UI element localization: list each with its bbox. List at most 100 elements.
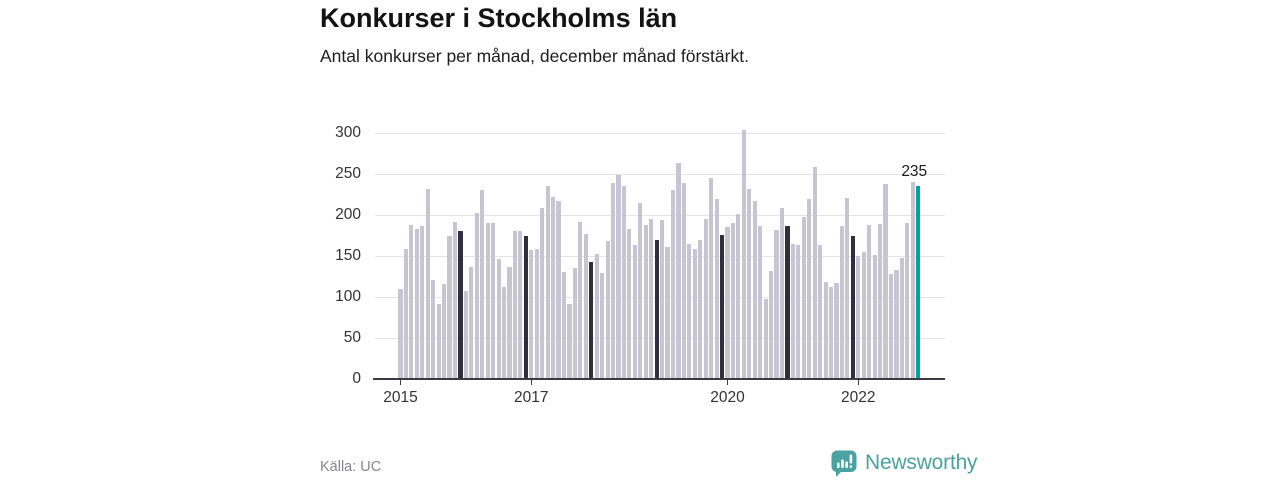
bar [872, 255, 877, 379]
x-axis-tick [857, 380, 860, 385]
bar [779, 208, 785, 379]
x-axis-label: 2022 [841, 389, 876, 406]
bar-december [785, 226, 790, 379]
bar [692, 249, 697, 379]
bar [551, 196, 556, 379]
bar [452, 221, 458, 379]
bar [442, 283, 447, 379]
bar [812, 166, 817, 379]
bar [463, 291, 468, 379]
bar [425, 188, 430, 379]
chart-subtitle: Antal konkurser per månad, december måna… [320, 46, 749, 66]
y-axis-label: 200 [335, 206, 361, 223]
y-axis-label: 100 [335, 288, 361, 305]
bar [447, 235, 452, 379]
bar [845, 197, 850, 379]
x-axis-tick [726, 380, 729, 385]
bar [567, 303, 572, 379]
bar [709, 178, 714, 379]
bar [507, 266, 512, 379]
bar [861, 251, 866, 379]
bar [660, 219, 665, 379]
bar [485, 223, 490, 379]
bar [883, 183, 888, 379]
bar [758, 225, 763, 379]
y-axis-label: 150 [335, 247, 361, 264]
bar [600, 273, 605, 379]
bar [670, 189, 676, 379]
bar [736, 214, 741, 379]
y-axis-label: 50 [343, 329, 361, 346]
bar [878, 224, 883, 379]
bar [480, 190, 485, 379]
bar [823, 282, 828, 379]
bar [856, 256, 861, 379]
bar-december [654, 239, 659, 379]
bar [518, 231, 523, 379]
x-axis-label: 2017 [514, 389, 549, 406]
bar-december [589, 261, 594, 379]
bar [752, 201, 757, 379]
bar [698, 240, 703, 379]
bar [769, 270, 774, 379]
bar [414, 228, 419, 379]
bar [714, 199, 719, 379]
chart-title: Konkurser i Stockholms län [320, 3, 678, 33]
bar [801, 217, 806, 379]
bar [469, 266, 474, 379]
bar [420, 226, 425, 379]
newsworthy-logo: Newsworthy [830, 448, 978, 478]
bar-december [458, 231, 463, 379]
bar [796, 245, 801, 379]
gridline [375, 214, 945, 216]
bar [534, 248, 539, 379]
bar [621, 186, 627, 379]
bar [496, 259, 501, 379]
bar [403, 249, 409, 379]
bar [529, 250, 534, 379]
bar [790, 243, 795, 379]
newsworthy-bubble-icon [831, 450, 857, 477]
bar [649, 219, 654, 379]
bar [899, 258, 904, 379]
x-axis-label: 2015 [383, 389, 418, 406]
bar [436, 303, 441, 379]
gridline [375, 173, 945, 175]
bar [818, 245, 823, 379]
bar [561, 272, 567, 379]
bar [501, 287, 507, 379]
x-axis-line [373, 378, 945, 380]
bar [594, 253, 599, 379]
bar [474, 213, 479, 379]
newsworthy-wordmark: Newsworthy [865, 451, 978, 474]
bar [572, 268, 577, 379]
y-axis-label: 300 [335, 124, 361, 141]
bar [409, 224, 414, 379]
bar [730, 223, 736, 379]
bar [834, 283, 839, 379]
bar [512, 231, 518, 379]
y-axis-label: 0 [352, 370, 361, 387]
bar [578, 222, 583, 379]
x-axis-tick [399, 380, 402, 385]
value-label: 235 [901, 163, 928, 180]
bar [741, 129, 746, 379]
bar [431, 279, 436, 379]
x-axis-tick [530, 380, 533, 385]
bar [665, 246, 670, 379]
bar [807, 198, 812, 379]
bar [774, 229, 779, 379]
bar [894, 269, 899, 379]
bar [905, 223, 910, 379]
bar [725, 227, 730, 379]
bar [556, 201, 561, 379]
bar-december [523, 236, 528, 379]
bar [638, 202, 643, 379]
bar [545, 186, 550, 379]
bar [616, 174, 621, 379]
bar-december [719, 234, 725, 379]
bar [676, 162, 681, 379]
bar [627, 228, 632, 379]
bar [610, 183, 616, 379]
bar [540, 207, 545, 379]
